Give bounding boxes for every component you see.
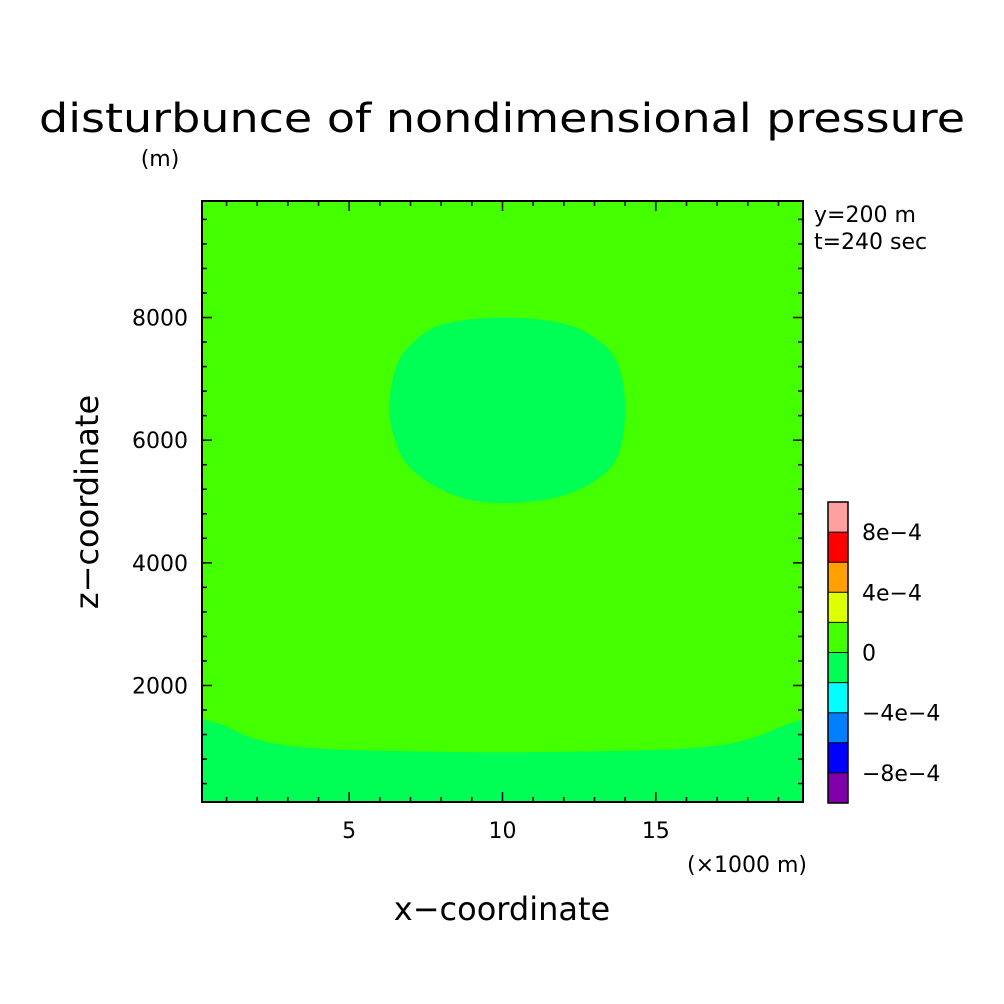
colorbar-swatch [828, 682, 848, 713]
x-axis-label: x−coordinate [394, 890, 610, 928]
y-axis-label: z−coordinate [68, 395, 106, 609]
unit-label: (m) [141, 147, 180, 172]
y-tick-label: 2000 [132, 674, 188, 699]
contour-regions [202, 317, 803, 802]
colorbar-tick-label: −4e−4 [862, 702, 940, 727]
y-tick-label: 4000 [132, 552, 188, 577]
colorbar-swatch [828, 652, 848, 683]
colorbar-swatch [828, 622, 848, 653]
annotation-t: t=240 sec [814, 230, 927, 255]
y-axis: 2000 4000 6000 8000 [132, 307, 188, 700]
x-unit-label: (×1000 m) [687, 853, 807, 878]
colorbar-tick-label: 0 [862, 642, 876, 667]
colorbar-swatch [828, 502, 848, 533]
x-tick-label: 15 [642, 819, 670, 844]
lower-negative-band [202, 719, 803, 802]
y-tick-label: 8000 [132, 307, 188, 332]
colorbar-tick-label: 8e−4 [862, 521, 922, 546]
upper-negative-cell [389, 317, 626, 504]
colorbar: −8e−4 −4e−4 0 4e−4 8e−4 [827, 501, 940, 804]
plot-frame [201, 200, 804, 803]
colorbar-swatch [828, 592, 848, 623]
colorbar-swatch [828, 532, 848, 563]
colorbar-swatch [828, 712, 848, 743]
annotation-y: y=200 m [814, 203, 916, 228]
colorbar-swatch [828, 562, 848, 593]
colorbar-tick-label: −8e−4 [862, 762, 940, 787]
x-tick-label: 5 [342, 819, 356, 844]
colorbar-swatch [828, 772, 848, 803]
x-axis: 5 10 15 [342, 819, 670, 844]
plot-area [201, 200, 804, 803]
colorbar-swatch [828, 742, 848, 773]
colorbar-tick-label: 4e−4 [862, 581, 922, 606]
chart-title: disturbunce of nondimensional pressure [39, 96, 965, 142]
x-tick-label: 10 [489, 819, 517, 844]
y-tick-label: 6000 [132, 429, 188, 454]
